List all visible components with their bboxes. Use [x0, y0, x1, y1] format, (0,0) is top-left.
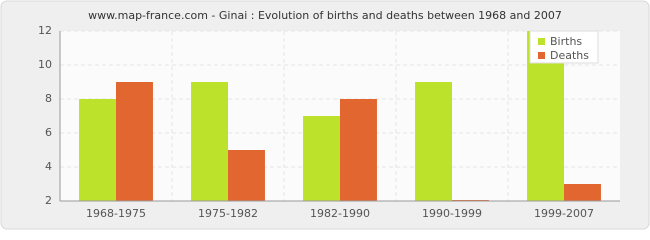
y-tick-label: 10 [38, 58, 52, 71]
y-tick-label: 6 [45, 126, 52, 139]
bar [228, 150, 265, 201]
bar [303, 116, 340, 201]
y-tick-label: 8 [45, 92, 52, 105]
chart-title: www.map-france.com - Ginai : Evolution o… [88, 9, 562, 22]
bar [564, 184, 601, 201]
bar [79, 99, 116, 201]
bar [415, 82, 452, 201]
x-tick-label: 1968-1975 [86, 207, 146, 220]
legend-swatch [538, 52, 545, 59]
bar [191, 82, 228, 201]
legend-swatch [538, 38, 545, 45]
y-tick-label: 4 [45, 160, 52, 173]
bar [116, 82, 153, 201]
legend-label: Births [550, 35, 582, 48]
x-tick-label: 1975-1982 [198, 207, 258, 220]
x-tick-label: 1990-1999 [422, 207, 482, 220]
y-tick-label: 12 [38, 24, 52, 37]
legend-label: Deaths [550, 49, 589, 62]
bar [340, 99, 377, 201]
chart: www.map-france.com - Ginai : Evolution o… [0, 0, 650, 230]
y-tick-label: 2 [45, 194, 52, 207]
x-tick-label: 1999-2007 [534, 207, 594, 220]
x-tick-label: 1982-1990 [310, 207, 370, 220]
